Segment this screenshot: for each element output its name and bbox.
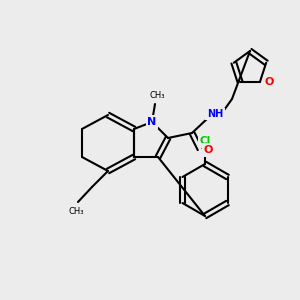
Text: NH: NH [207, 109, 223, 119]
Text: O: O [203, 145, 213, 155]
Text: CH₃: CH₃ [68, 206, 84, 215]
Text: O: O [264, 77, 274, 87]
Text: CH₃: CH₃ [149, 91, 165, 100]
Text: N: N [147, 117, 157, 127]
Text: Cl: Cl [200, 136, 211, 146]
